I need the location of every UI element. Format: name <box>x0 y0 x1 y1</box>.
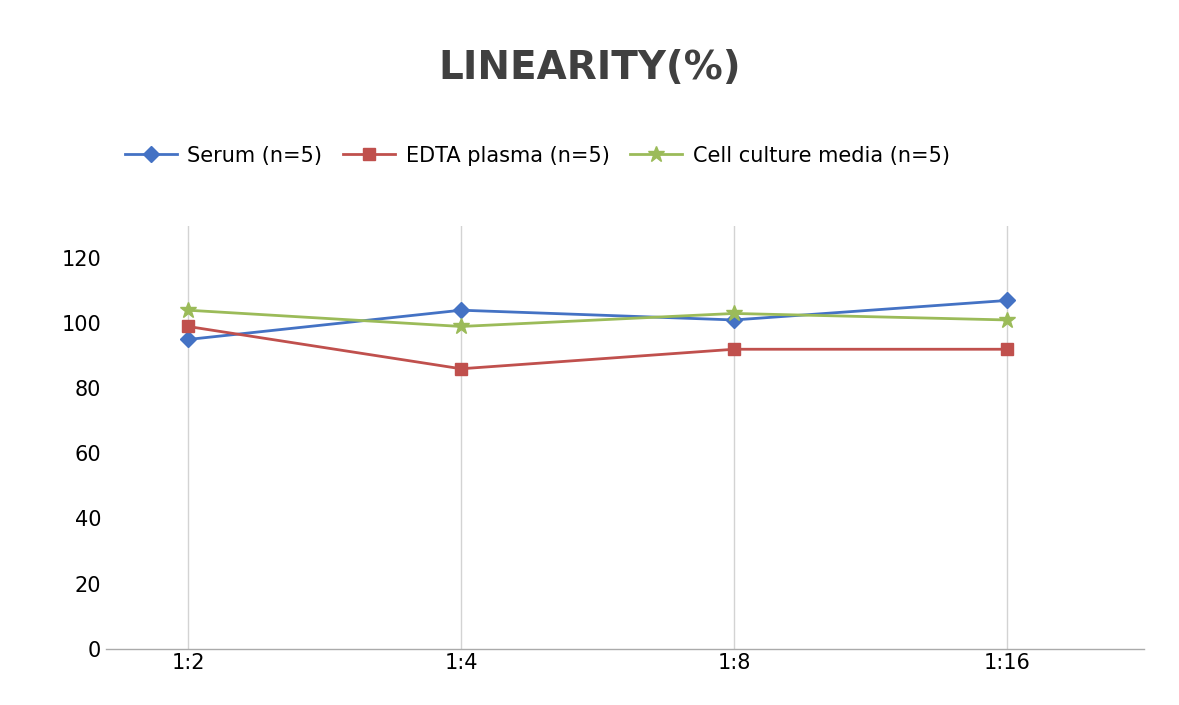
Serum (n=5) <box>454 306 468 314</box>
Legend: Serum (n=5), EDTA plasma (n=5), Cell culture media (n=5): Serum (n=5), EDTA plasma (n=5), Cell cul… <box>117 137 959 174</box>
Cell culture media (n=5) <box>180 306 195 314</box>
Cell culture media (n=5) <box>727 309 742 318</box>
Text: LINEARITY(%): LINEARITY(%) <box>439 49 740 87</box>
Line: EDTA plasma (n=5): EDTA plasma (n=5) <box>183 321 1013 374</box>
Line: Serum (n=5): Serum (n=5) <box>183 295 1013 345</box>
EDTA plasma (n=5) <box>727 345 742 353</box>
EDTA plasma (n=5) <box>180 322 195 331</box>
Cell culture media (n=5) <box>454 322 468 331</box>
Serum (n=5) <box>180 336 195 344</box>
EDTA plasma (n=5) <box>454 364 468 373</box>
Serum (n=5) <box>1000 296 1014 305</box>
Line: Cell culture media (n=5): Cell culture media (n=5) <box>179 302 1015 335</box>
Cell culture media (n=5) <box>1000 316 1014 324</box>
Serum (n=5) <box>727 316 742 324</box>
EDTA plasma (n=5) <box>1000 345 1014 353</box>
